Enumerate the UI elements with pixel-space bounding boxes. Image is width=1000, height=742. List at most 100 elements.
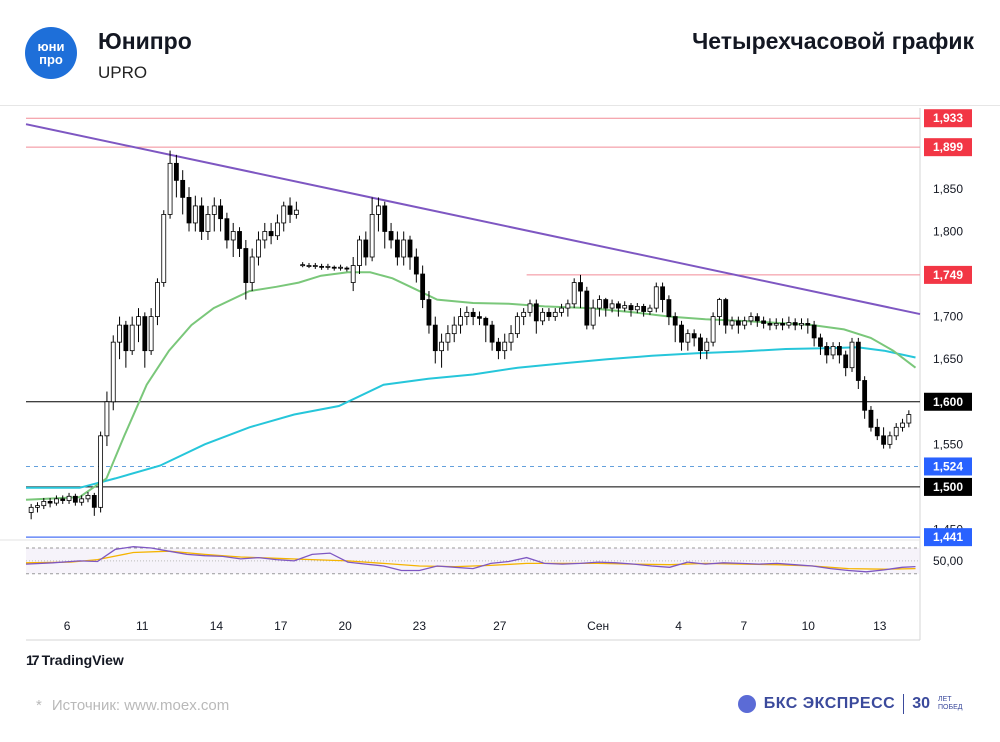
candle-133 [868, 406, 874, 432]
candle-16 [129, 316, 135, 355]
source-note: * Источник: www.moex.com [36, 697, 229, 714]
candle-25 [186, 187, 192, 232]
candle-body-105 [691, 333, 697, 339]
candle-0 [28, 503, 34, 520]
candle-83 [552, 308, 558, 321]
candle-5 [60, 495, 66, 504]
candle-49 [338, 264, 343, 271]
company-name: Юнипро [98, 28, 192, 54]
axes: 1,8501,8001,7001,6501,5501,4506111417202… [64, 182, 964, 633]
candle-52 [357, 235, 362, 275]
candle-body-98 [647, 307, 653, 312]
candle-64 [432, 316, 438, 364]
candle-74 [496, 337, 501, 360]
candle-body-13 [110, 341, 116, 403]
candle-6 [66, 492, 72, 504]
price-tick-3: 1,650 [933, 352, 963, 366]
candle-body-127 [830, 346, 836, 356]
candle-109 [717, 297, 722, 326]
candle-15 [123, 320, 129, 368]
candle-41 [287, 197, 293, 223]
candle-115 [754, 313, 760, 327]
level-badge-5 [924, 477, 972, 496]
candle-139 [906, 410, 912, 428]
candle-body-49 [338, 266, 343, 269]
candle-body-78 [521, 311, 527, 318]
level-badge-text-1: 1,899 [933, 140, 963, 154]
candle-75 [502, 333, 508, 360]
candle-40 [281, 201, 287, 232]
candle-88 [584, 286, 590, 330]
candle-2 [41, 497, 47, 510]
candle-body-43 [300, 264, 306, 267]
candle-57 [388, 222, 394, 249]
candle-body-71 [477, 316, 482, 319]
candle-10 [91, 492, 97, 516]
candle-body-33 [237, 231, 242, 249]
candle-24 [180, 170, 186, 215]
level-badge-0 [924, 109, 972, 128]
candle-132 [862, 376, 868, 419]
candle-body-3 [47, 500, 53, 504]
candle-66 [445, 325, 451, 351]
bks-brand: БКС ЭКСПРЕСС 30 ЛЕТ ПОБЕД [737, 694, 972, 714]
candle-body-91 [603, 299, 609, 309]
candle-body-121 [792, 322, 798, 326]
candle-body-45 [312, 265, 318, 267]
candle-body-55 [376, 205, 381, 215]
candle-85 [565, 299, 571, 317]
candle-106 [698, 333, 703, 360]
candle-134 [874, 418, 880, 441]
candle-105 [691, 329, 697, 347]
candle-129 [843, 350, 849, 377]
candle-body-106 [698, 337, 703, 352]
ma-fast-line [25, 271, 917, 501]
candle-113 [742, 316, 748, 330]
candle-body-115 [754, 316, 760, 322]
candle-body-126 [824, 346, 830, 356]
candle-22 [167, 150, 173, 219]
candle-body-65 [439, 341, 444, 352]
candle-body-108 [710, 316, 716, 343]
candle-81 [540, 308, 546, 326]
candle-body-109 [717, 299, 722, 318]
candle-body-9 [85, 495, 91, 500]
candle-body-20 [155, 282, 160, 318]
candle-body-113 [742, 320, 748, 326]
candle-body-80 [533, 303, 539, 322]
candle-body-73 [489, 324, 495, 343]
trendline [25, 123, 921, 316]
candle-95 [628, 302, 634, 317]
candle-body-51 [350, 265, 356, 283]
level-badge-1 [924, 138, 972, 157]
candle-69 [464, 306, 470, 326]
level-badge-4 [924, 457, 972, 476]
candle-47 [325, 263, 331, 270]
candle-53 [363, 231, 369, 266]
candle-body-77 [514, 316, 520, 335]
level-badge-text-3: 1,600 [933, 395, 963, 409]
candle-63 [426, 291, 432, 334]
candle-33 [237, 227, 242, 258]
candle-101 [666, 295, 672, 326]
candle-body-120 [786, 322, 792, 326]
candle-107 [704, 337, 710, 360]
tradingview-text: TradingView [41, 652, 124, 668]
tradingview-logo: 17 TradingView [26, 652, 124, 668]
candle-body-112 [735, 320, 741, 326]
candle-body-102 [672, 316, 678, 326]
candle-body-67 [451, 324, 457, 335]
candle-114 [748, 312, 754, 326]
candle-100 [660, 282, 665, 313]
candle-body-61 [413, 256, 419, 275]
time-tick-9: 7 [741, 619, 748, 633]
moving-averages [25, 271, 917, 501]
candle-body-11 [98, 435, 104, 508]
candle-122 [799, 318, 804, 330]
candle-34 [243, 239, 249, 300]
candle-body-138 [900, 422, 905, 428]
candle-35 [249, 248, 255, 292]
candle-4 [54, 495, 59, 506]
candle-body-32 [230, 231, 236, 241]
